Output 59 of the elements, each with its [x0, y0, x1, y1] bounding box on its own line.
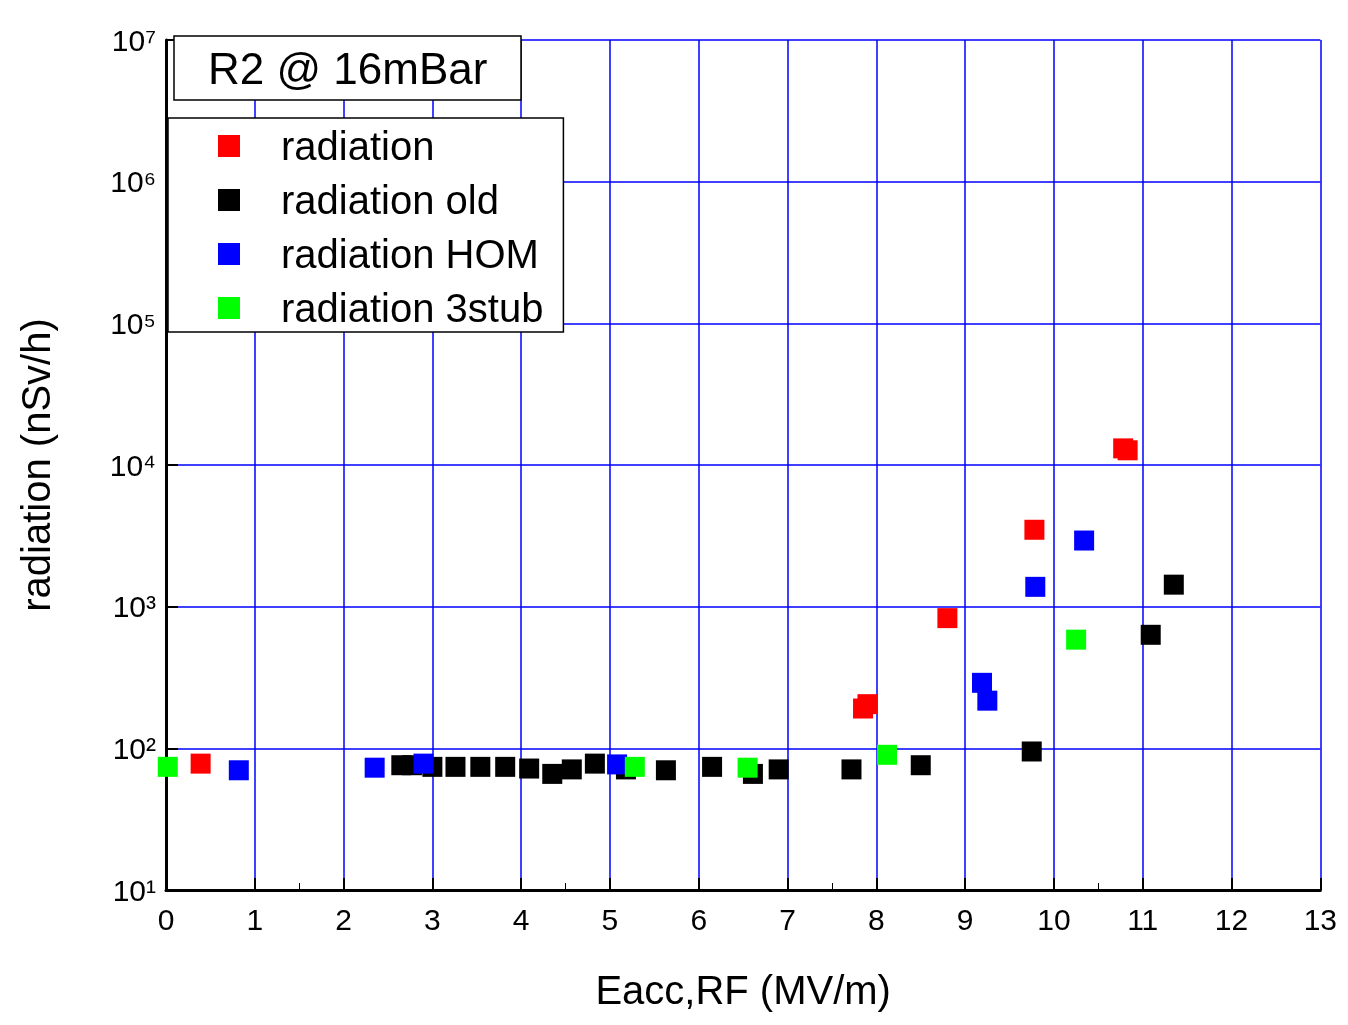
x-tick-label: 9 — [956, 902, 974, 936]
point — [364, 757, 385, 778]
point — [841, 759, 862, 780]
point — [1025, 576, 1046, 597]
x-tick-label: 10 — [1037, 902, 1071, 936]
legend-label: radiation 3stub — [281, 286, 544, 330]
point — [1066, 629, 1087, 650]
point — [1021, 741, 1042, 762]
point — [1163, 574, 1184, 595]
x-tick-label: 5 — [601, 902, 619, 936]
y-tick-label: 10⁷ — [111, 23, 156, 57]
x-tick-label: 7 — [779, 902, 796, 936]
y-tick-label: 10² — [112, 731, 157, 765]
y-axis-title: radiation (nSv/h) — [14, 318, 58, 612]
point — [702, 756, 723, 777]
point — [607, 754, 628, 775]
point — [413, 753, 434, 774]
legend-label: radiation HOM — [281, 232, 539, 276]
point — [470, 756, 491, 777]
point — [937, 608, 958, 629]
point — [445, 756, 466, 777]
point — [584, 753, 605, 774]
point — [1074, 530, 1095, 551]
x-tick-label: 1 — [246, 902, 264, 936]
x-tick-label: 6 — [690, 902, 708, 936]
x-axis-title: Eacc,RF (MV/m) — [595, 968, 891, 1012]
x-tick-label: 0 — [157, 902, 175, 936]
x-tick-label: 11 — [1127, 902, 1159, 936]
point — [977, 690, 998, 711]
point — [624, 756, 645, 777]
legend-label: radiation old — [281, 178, 499, 222]
x-tick-label: 4 — [512, 902, 530, 936]
point — [910, 755, 931, 776]
point — [1140, 624, 1161, 645]
legend-label: radiation — [281, 124, 435, 168]
point — [519, 758, 540, 779]
point — [228, 760, 249, 781]
point — [157, 756, 178, 777]
point — [877, 744, 897, 765]
point — [655, 760, 676, 781]
point — [542, 763, 563, 784]
y-tick-label: 10⁵ — [110, 306, 156, 340]
x-tick-label: 8 — [868, 902, 885, 936]
chart-title: R2 @ 16mBar — [208, 43, 488, 93]
x-tick-label: 2 — [335, 902, 352, 936]
point — [495, 756, 516, 777]
x-tick-label: 13 — [1303, 902, 1337, 936]
point — [1024, 519, 1045, 540]
point — [190, 753, 211, 774]
point — [768, 759, 789, 780]
point — [972, 672, 993, 693]
y-tick-label: 10¹ — [112, 873, 157, 907]
x-tick-label: 3 — [424, 902, 441, 936]
point — [737, 757, 758, 778]
y-tick-label: 10⁶ — [110, 165, 156, 199]
x-tick-label: 12 — [1214, 902, 1249, 936]
point — [561, 759, 582, 780]
y-tick-label: 10³ — [112, 590, 157, 624]
y-tick-label: 10⁴ — [109, 448, 156, 482]
